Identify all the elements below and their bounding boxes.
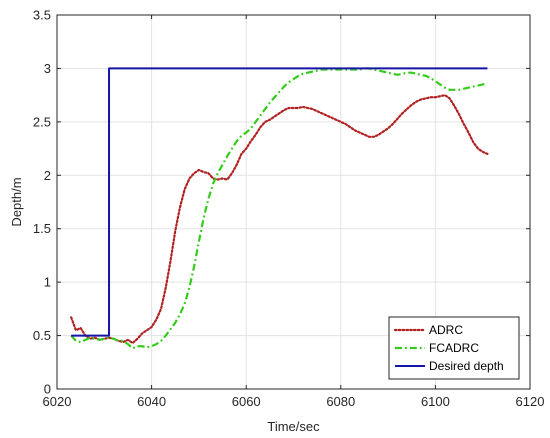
- x-tick-label: 6060: [232, 394, 261, 409]
- y-axis: 0 0.5 1 1.5 2 2.5 3 3.5: [33, 8, 530, 397]
- series-line-adrc: [70, 94, 489, 345]
- legend-label: FCADRC: [429, 341, 479, 355]
- y-tick-label: 3: [44, 61, 51, 76]
- legend-label: ADRC: [429, 323, 463, 337]
- series-line-desired-depth: [71, 67, 488, 337]
- x-tick-label: 6020: [43, 394, 72, 409]
- y-tick-label: 2: [44, 168, 51, 183]
- y-tick-label: 2.5: [33, 114, 51, 129]
- legend-label: Desired depth: [429, 359, 504, 373]
- series-layer: [70, 67, 489, 350]
- y-tick-label: 0.5: [33, 328, 51, 343]
- y-tick-label: 1.5: [33, 221, 51, 236]
- x-axis: 6020 6040 6060 6080 6100 6120: [43, 15, 545, 409]
- y-axis-label: Depth/m: [9, 177, 24, 226]
- plot-frame: [56, 14, 531, 390]
- y-tick-label: 1: [44, 275, 51, 290]
- y-tick-label: 3.5: [33, 8, 51, 23]
- x-tick-label: 6040: [137, 394, 166, 409]
- x-tick-label: 6120: [516, 394, 545, 409]
- x-tick-label: 6100: [421, 394, 450, 409]
- x-axis-label: Time/sec: [267, 419, 320, 434]
- series-line-fcadrc: [70, 67, 488, 350]
- y-tick-label: 0: [44, 382, 51, 397]
- x-tick-label: 6080: [326, 394, 355, 409]
- legend: ADRC FCADRC Desired depth: [388, 316, 520, 380]
